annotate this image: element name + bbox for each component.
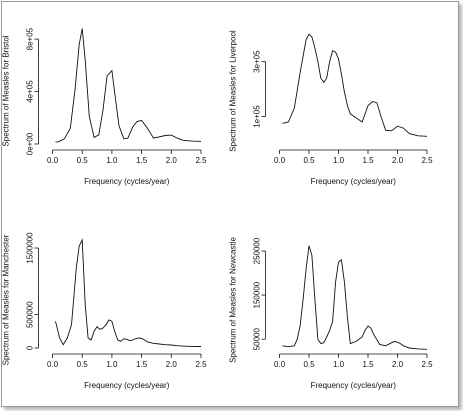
chart-panel-bristol: 0.0 0.5 1.0 1.5 2.0 2.5 0e+00 4e+05 8e+05 Frequen…: [2, 27, 207, 186]
x-tick-label-manchester: 2.0: [166, 360, 178, 369]
x-axis-title-bristol: Frequency (cycles/year): [84, 177, 170, 186]
x-tick-label-bristol: 0.5: [77, 156, 89, 165]
x-tick-label-bristol: 1.0: [106, 156, 118, 165]
x-tick-label-manchester: 1.5: [136, 360, 148, 369]
x-tick-label-newcastle: 2.5: [421, 360, 433, 369]
x-tick-label-liverpool: 1.0: [333, 156, 345, 165]
y-tick-label-liverpool: 1e+05: [253, 105, 262, 128]
chart-panel-liverpool: 0.0 0.5 1.0 1.5 2.0 2.5 1e+05 3e+05 Frequency (c…: [229, 30, 434, 186]
series-line-bristol: [55, 28, 202, 143]
y-tick-label-manchester: 1500000: [26, 232, 35, 264]
x-tick-label-manchester: 0.5: [77, 360, 89, 369]
x-tick-label-manchester: 1.0: [106, 360, 118, 369]
x-tick-label-bristol: 0.0: [47, 156, 59, 165]
x-axis-title-newcastle: Frequency (cycles/year): [311, 381, 397, 390]
x-tick-label-bristol: 2.5: [195, 156, 207, 165]
chart-panel-newcastle: 0.0 0.5 1.0 1.5 2.0 2.5 50000 150000 250000 Frequ…: [229, 237, 434, 390]
y-tick-label-bristol: 4e+05: [26, 80, 35, 103]
figure-frame: 0.0 0.5 1.0 1.5 2.0 2.5 0e+00 4e+05 8e+05 Frequen…: [1, 1, 459, 407]
x-tick-label-newcastle: 1.5: [362, 360, 374, 369]
x-axis-title-manchester: Frequency (cycles/year): [84, 381, 170, 390]
y-tick-label-newcastle: 250000: [253, 237, 262, 264]
x-tick-label-bristol: 2.0: [166, 156, 178, 165]
x-tick-label-newcastle: 0.5: [303, 360, 315, 369]
x-axis-title-liverpool: Frequency (cycles/year): [311, 177, 397, 186]
series-line-liverpool: [282, 33, 428, 137]
chart-panel-manchester: 0.0 0.5 1.0 1.5 2.0 2.5 0 500000 1500000 Frequenc…: [2, 232, 207, 390]
x-tick-label-liverpool: 2.5: [421, 156, 433, 165]
x-tick-label-liverpool: 2.0: [392, 156, 404, 165]
series-line-manchester: [55, 238, 202, 347]
y-axis-title-bristol: Spectrum of Measles for Bristol: [2, 35, 11, 146]
y-axis-title-liverpool: Spectrum of Measles for Liverpool: [229, 30, 238, 152]
x-tick-label-newcastle: 0.0: [274, 360, 286, 369]
series-line-newcastle: [282, 245, 428, 350]
spectrum-charts: 0.0 0.5 1.0 1.5 2.0 2.5 0e+00 4e+05 8e+05 Frequen…: [2, 27, 434, 390]
y-tick-label-newcastle: 50000: [253, 328, 262, 351]
x-tick-label-newcastle: 2.0: [392, 360, 404, 369]
y-tick-label-liverpool: 3e+05: [253, 50, 262, 73]
y-tick-label-bristol: 8e+05: [26, 27, 35, 50]
y-tick-label-manchester: 500000: [26, 301, 35, 328]
x-tick-label-liverpool: 0.0: [274, 156, 286, 165]
x-tick-label-bristol: 1.5: [136, 156, 148, 165]
x-tick-label-newcastle: 1.0: [333, 360, 345, 369]
x-tick-label-liverpool: 0.5: [303, 156, 315, 165]
y-axis-title-manchester: Spectrum of Measles for Manchester: [2, 234, 11, 365]
x-tick-label-liverpool: 1.5: [362, 156, 374, 165]
x-tick-label-manchester: 0.0: [47, 360, 59, 369]
y-axis-title-newcastle: Spectrum of Measles for Newcastle: [229, 237, 238, 363]
y-tick-label-newcastle: 150000: [253, 281, 262, 308]
x-tick-label-manchester: 2.5: [195, 360, 207, 369]
y-tick-label-bristol: 0e+00: [26, 132, 35, 155]
y-tick-label-manchester: 0: [26, 345, 35, 350]
